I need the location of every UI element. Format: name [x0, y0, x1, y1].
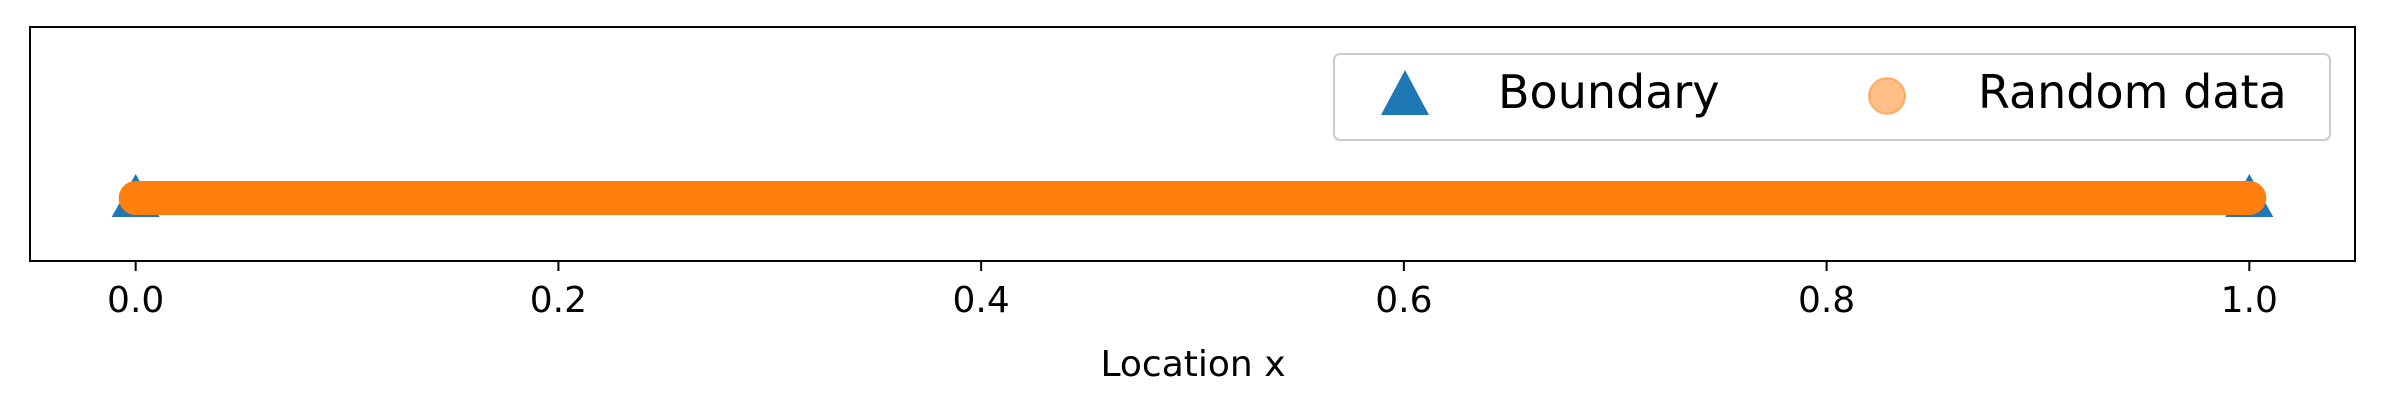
legend-label-random-data: Random data [1978, 65, 2287, 119]
x-tick-label-4: 0.8 [1798, 280, 1855, 321]
x-tick-label-5: 1.0 [2221, 280, 2278, 321]
x-axis-label: Location x [1100, 344, 1285, 385]
legend-label-boundary: Boundary [1498, 65, 1720, 119]
x-tick-label-3: 0.6 [1375, 280, 1432, 321]
plot-area: 0.0 0.2 0.4 0.6 0.8 1.0 [29, 26, 2356, 321]
x-tick-label-1: 0.2 [530, 280, 587, 321]
x-tick-label-0: 0.0 [107, 280, 164, 321]
legend-frame [1333, 53, 2331, 141]
boundary-legend-triangle-icon [1381, 70, 1429, 115]
random-data-endpoint-left [118, 181, 153, 215]
random-data-legend-circle-icon [1868, 77, 1906, 115]
random-data-endpoint-right [2232, 181, 2267, 215]
plot-frame [29, 26, 2356, 262]
random-data-band [135, 181, 2250, 215]
legend: Boundary Random data [1333, 53, 2331, 141]
x-tick-label-2: 0.4 [953, 280, 1010, 321]
